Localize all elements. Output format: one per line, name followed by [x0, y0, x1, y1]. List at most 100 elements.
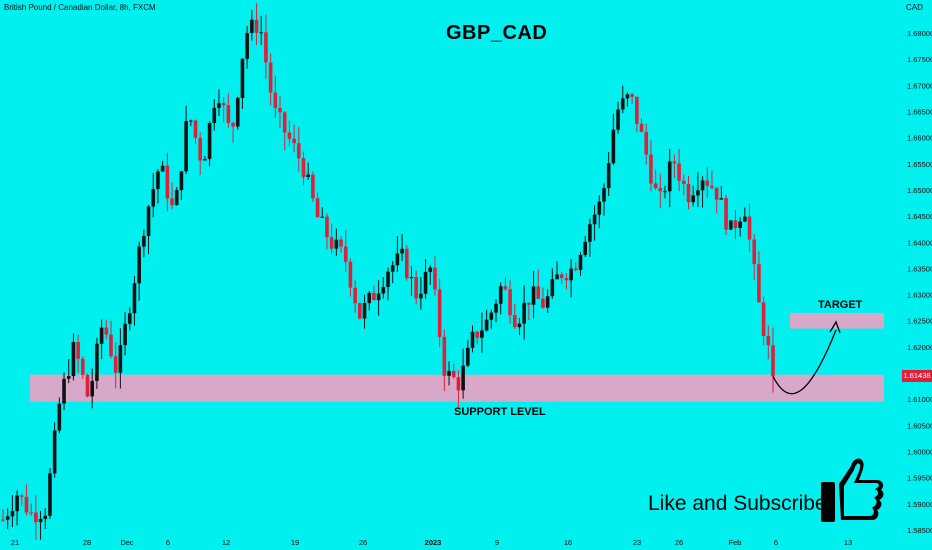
- candle-body: [461, 365, 465, 391]
- candle-body: [414, 276, 418, 299]
- x-tick-label: 12: [222, 538, 230, 547]
- candle-body: [226, 105, 231, 123]
- candle-body: [541, 298, 545, 308]
- candle-body: [174, 190, 179, 206]
- candle-body: [334, 239, 339, 249]
- candle-body: [123, 323, 127, 346]
- y-tick-label: 1.66000: [907, 134, 932, 143]
- candle-body: [372, 292, 376, 301]
- candle-body: [752, 239, 757, 265]
- y-tick-label: 1.66500: [907, 107, 932, 116]
- projection-arrow-head: [829, 320, 841, 334]
- candle-body: [743, 216, 747, 222]
- candle-body: [761, 302, 766, 337]
- x-tick-label: 26: [675, 538, 683, 547]
- x-tick-label: 2023: [425, 538, 442, 547]
- candle-body: [278, 108, 282, 113]
- candle-body: [644, 131, 649, 155]
- candle-body: [113, 356, 118, 373]
- like-subscribe-text: Like and Subscribe: [648, 492, 827, 515]
- x-tick-label: 19: [291, 538, 299, 547]
- candle-body: [5, 516, 10, 520]
- candle-body: [38, 518, 43, 523]
- candle-body: [700, 180, 705, 191]
- candle-body: [386, 271, 390, 287]
- y-tick-label: 1.62000: [907, 343, 932, 352]
- candle-body: [564, 278, 569, 281]
- candle-body: [24, 496, 29, 513]
- chart-title: GBP_CAD: [446, 22, 548, 44]
- candle-body: [503, 286, 508, 290]
- candle-body: [240, 58, 245, 98]
- candle-body: [771, 345, 775, 377]
- candle-body: [559, 274, 564, 279]
- y-tick-label: 1.59000: [907, 500, 932, 509]
- candle-body: [221, 103, 226, 106]
- y-tick-label: 1.63500: [907, 264, 932, 273]
- candle-body: [597, 201, 602, 215]
- x-tick-label: 21: [11, 538, 19, 547]
- candle-body: [639, 123, 644, 132]
- candle-body: [480, 330, 484, 338]
- candle-body: [625, 94, 630, 99]
- candle-body: [681, 180, 686, 184]
- candle-body: [165, 165, 170, 199]
- candle-body: [57, 403, 62, 431]
- candle-body: [62, 378, 66, 404]
- candle-body: [667, 161, 672, 192]
- candle-body: [268, 62, 273, 93]
- candle-body: [592, 214, 597, 225]
- candle-body: [395, 253, 400, 266]
- y-tick-label: 1.60500: [907, 421, 932, 430]
- candle-body: [409, 276, 414, 279]
- candle-body: [231, 122, 235, 127]
- candle-body: [76, 342, 80, 359]
- x-tick-label: 26: [359, 538, 367, 547]
- candle-body: [325, 216, 329, 238]
- candle-body: [672, 161, 677, 164]
- x-tick-label: Feb: [729, 538, 742, 547]
- candle-body: [66, 376, 71, 379]
- candle-body: [160, 165, 165, 172]
- y-tick-label: 1.59500: [907, 474, 932, 483]
- candle-body: [329, 237, 334, 249]
- candle-body: [104, 327, 109, 335]
- y-tick-label: 1.62500: [907, 317, 932, 326]
- candle-body: [451, 370, 456, 378]
- candle-body: [433, 267, 437, 290]
- x-tick-label: 13: [844, 538, 852, 547]
- candle-body: [358, 303, 362, 319]
- candle-body: [555, 274, 559, 280]
- candle-body: [545, 296, 550, 308]
- candle-body: [10, 511, 15, 517]
- candle-body: [198, 137, 202, 161]
- candle-body: [653, 183, 658, 189]
- projection-arrow: [772, 329, 837, 395]
- candle-body: [728, 220, 733, 230]
- candle-body: [531, 286, 536, 305]
- candle-body: [517, 323, 522, 328]
- y-tick-label: 1.60000: [907, 448, 932, 457]
- y-tick-label: 1.65500: [907, 160, 932, 169]
- candle-body: [29, 512, 33, 514]
- candle-body: [132, 283, 137, 314]
- candle-body: [48, 473, 52, 516]
- candle-body: [43, 515, 48, 519]
- candle-body: [15, 495, 19, 512]
- candle-body: [109, 334, 113, 357]
- candle-body: [296, 143, 301, 159]
- y-tick-label: 1.64000: [907, 238, 932, 247]
- candle-body: [527, 302, 531, 305]
- candle-body: [189, 120, 193, 122]
- candle-body: [635, 96, 639, 124]
- x-tick-label: 16: [564, 538, 572, 547]
- candle-body: [747, 216, 752, 240]
- candle-body: [710, 185, 714, 188]
- candle-body: [348, 261, 353, 288]
- candle-body: [447, 370, 451, 376]
- candle-body: [437, 289, 442, 337]
- current-price-badge: 1.61438: [902, 370, 932, 382]
- candle-body: [649, 154, 653, 184]
- candle-body: [118, 345, 123, 373]
- candle-body: [588, 224, 592, 242]
